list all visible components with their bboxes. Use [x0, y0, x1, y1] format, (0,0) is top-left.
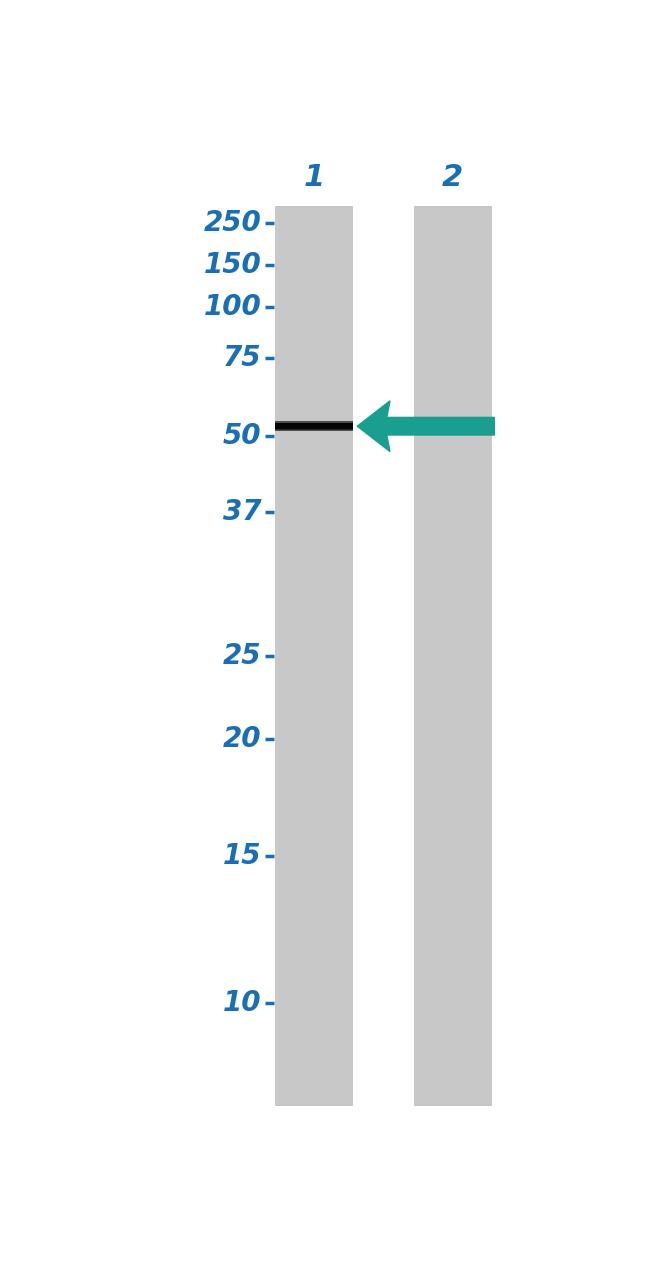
Text: 1: 1 — [304, 163, 325, 192]
Text: 50: 50 — [222, 422, 261, 450]
Text: 2: 2 — [442, 163, 463, 192]
Text: 100: 100 — [203, 293, 261, 321]
Text: 150: 150 — [203, 251, 261, 279]
Bar — [275, 422, 354, 431]
Bar — [275, 206, 354, 1106]
Bar — [275, 422, 354, 423]
Text: 10: 10 — [222, 989, 261, 1017]
Text: 15: 15 — [222, 842, 261, 870]
Bar — [414, 206, 492, 1106]
Text: 20: 20 — [222, 725, 261, 753]
Text: 250: 250 — [203, 208, 261, 236]
Bar — [275, 423, 354, 429]
Text: 25: 25 — [222, 643, 261, 671]
FancyArrow shape — [358, 401, 494, 452]
Bar — [275, 429, 354, 431]
Text: 75: 75 — [222, 344, 261, 372]
Text: 37: 37 — [222, 498, 261, 526]
